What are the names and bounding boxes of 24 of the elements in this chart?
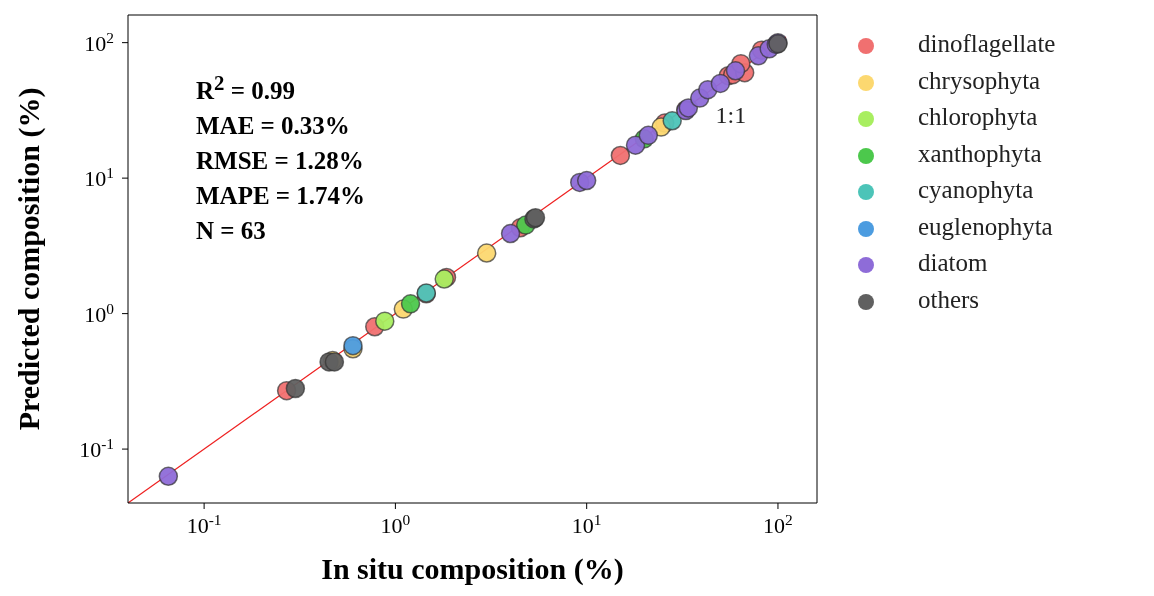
series-label: 1:1 bbox=[715, 101, 747, 128]
y-tick-label: 10$^{0}$ bbox=[84, 299, 115, 327]
legend-label: chrysophyta bbox=[918, 66, 1041, 94]
x-axis-title: In situ composition (%) bbox=[321, 552, 624, 586]
x-tick-label: 10$^{1}$ bbox=[571, 510, 602, 538]
annotation: N = 63 bbox=[196, 216, 267, 247]
x-tick-label: 10$^{-1}$ bbox=[186, 510, 222, 538]
annotation: MAPE = 1.74% bbox=[196, 181, 366, 212]
annotation: R$^{2}$ = 0.99 bbox=[196, 70, 296, 107]
annotation: MAE = 0.33% bbox=[196, 111, 351, 142]
y-axis-title: Predicted composition (%) bbox=[11, 87, 46, 431]
annotation: RMSE = 1.28% bbox=[196, 146, 365, 177]
y-tick-label: 10$^{-1}$ bbox=[79, 434, 114, 463]
legend-label: chlorophyta bbox=[918, 103, 1038, 130]
legend-label: cyanophyta bbox=[918, 176, 1034, 203]
legend-label: euglenophyta bbox=[918, 212, 1053, 240]
legend-label: xanthophyta bbox=[918, 139, 1042, 167]
y-tick-label: 10$^{1}$ bbox=[84, 163, 114, 192]
x-tick-label: 10$^{0}$ bbox=[380, 510, 411, 538]
legend-label: diatom bbox=[918, 249, 988, 276]
y-tick-label: 10$^{2}$ bbox=[84, 28, 114, 56]
legend-label: dinoflagellate bbox=[918, 30, 1056, 57]
x-tick-label: 10$^{2}$ bbox=[763, 510, 793, 538]
legend-label: others bbox=[918, 285, 980, 313]
